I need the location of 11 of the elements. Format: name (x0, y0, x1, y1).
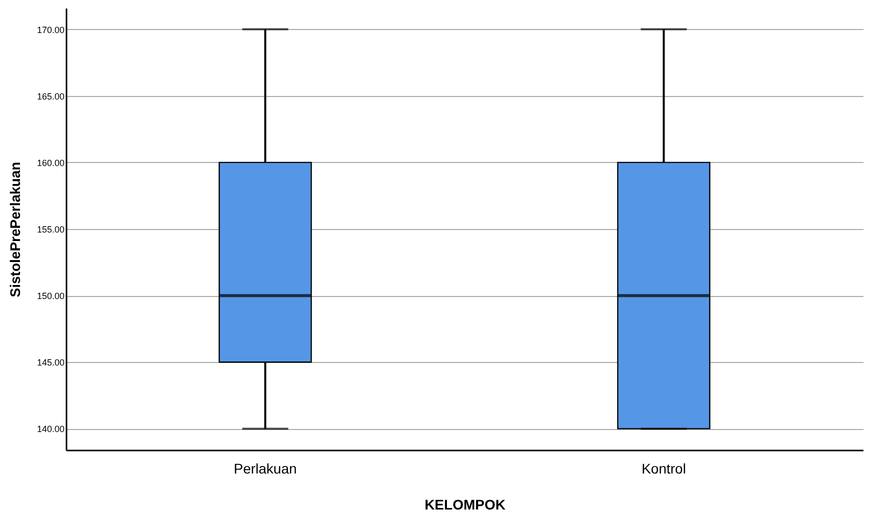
y-tick-label: 160.00 (36, 158, 64, 168)
y-tick-label: 165.00 (36, 91, 64, 102)
y-axis-title: SistolePrePerlakuan (6, 162, 23, 298)
y-tick-label: 155.00 (36, 224, 64, 234)
x-tick-label: Perlakuan (234, 460, 297, 476)
x-tick-label: Kontrol (642, 460, 686, 476)
y-tick-label: 140.00 (36, 424, 64, 434)
x-axis-title: KELOMPOK (424, 496, 506, 512)
y-tick-label: 170.00 (36, 24, 64, 35)
y-tick-label: 145.00 (36, 358, 64, 368)
y-tick-label: 150.00 (36, 291, 64, 302)
